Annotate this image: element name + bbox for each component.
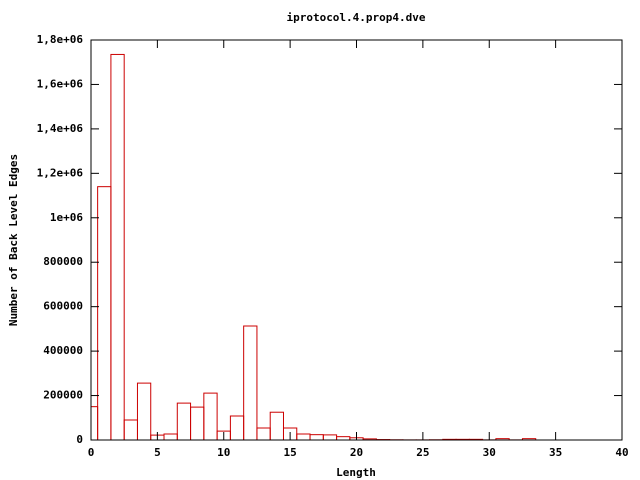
bar	[136, 382, 152, 440]
y-tick-label: 1,6e+06	[37, 77, 84, 90]
bar	[176, 402, 192, 440]
x-tick-label: 40	[615, 446, 628, 459]
x-tick-label: 30	[483, 446, 496, 459]
y-axis-label: Number of Back Level Edges	[7, 154, 20, 326]
x-tick-label: 15	[284, 446, 297, 459]
bar	[309, 434, 324, 440]
x-tick-label: 20	[350, 446, 363, 459]
y-tick-label: 200000	[43, 389, 83, 402]
bar	[163, 433, 178, 440]
y-tick-label: 1,2e+06	[37, 166, 84, 179]
bar	[322, 434, 338, 440]
y-tick-label: 1e+06	[50, 211, 83, 224]
y-tick-label: 600000	[43, 300, 83, 313]
bar	[269, 411, 284, 440]
bar	[123, 419, 138, 440]
y-tick-label: 1,8e+06	[37, 33, 84, 46]
y-tick-label: 400000	[43, 344, 83, 357]
y-tick-label: 800000	[43, 255, 83, 268]
bar	[203, 392, 218, 440]
bar	[243, 325, 258, 440]
x-tick-label: 35	[549, 446, 562, 459]
bar	[256, 427, 271, 440]
bar	[296, 433, 311, 440]
bar	[110, 53, 125, 440]
bar	[190, 406, 205, 440]
x-tick-label: 25	[416, 446, 429, 459]
y-tick-label: 0	[76, 433, 83, 446]
x-tick-label: 5	[154, 446, 161, 459]
bar	[97, 186, 112, 440]
chart-title: iprotocol.4.prop4.dve	[286, 11, 425, 24]
x-tick-label: 10	[217, 446, 230, 459]
x-tick-label: 0	[88, 446, 95, 459]
plot-frame	[90, 39, 623, 441]
bar	[229, 415, 245, 440]
y-tick-label: 1,4e+06	[37, 122, 84, 135]
x-axis-label: Length	[336, 466, 376, 479]
